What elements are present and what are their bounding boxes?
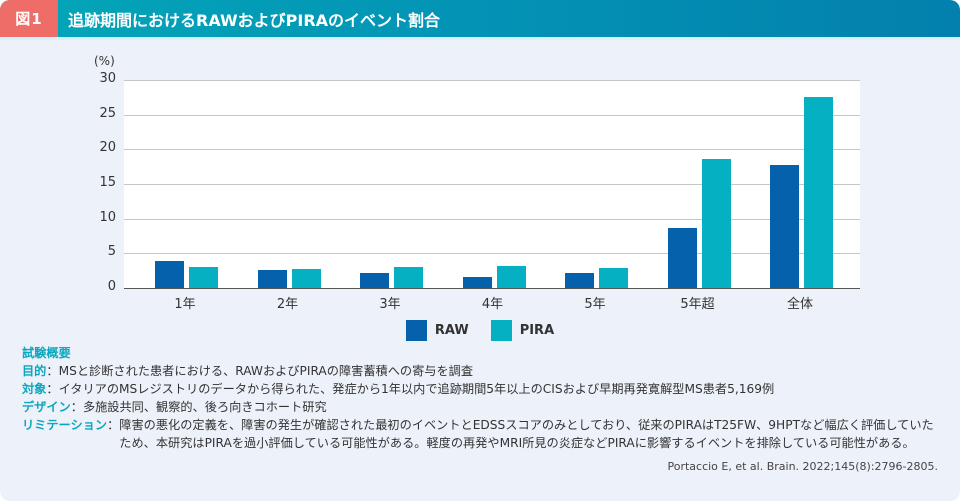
x-tick-label: 4年 — [481, 297, 504, 312]
row-separator: ： — [70, 400, 83, 414]
title-bar: 図1 追跡期間におけるRAWおよびPIRAのイベント割合 — [0, 0, 960, 37]
legend-item-raw: RAW — [405, 320, 469, 341]
bar-pira — [701, 159, 731, 288]
legend-label-pira: PIRA — [519, 323, 555, 338]
legend: RAW PIRA — [0, 320, 960, 341]
y-tick-label: 5 — [107, 244, 116, 260]
summary-row-design: デザイン：多施設共同、観察的、後ろ向きコホート研究 — [22, 398, 942, 416]
y-tick-label: 0 — [107, 279, 116, 294]
bar-pira — [496, 265, 526, 288]
bar-raw — [565, 273, 594, 288]
bar-pira — [599, 267, 628, 288]
gridline — [124, 184, 860, 185]
row-separator: ： — [46, 382, 59, 396]
bar-pira — [804, 96, 833, 288]
row-text: MSと診断された患者における、RAWおよびPIRAの障害蓄積への寄与を調査 — [58, 364, 474, 378]
row-label: 目的 — [22, 364, 47, 378]
gridline — [124, 149, 860, 151]
bar-pira — [291, 269, 321, 288]
bar-raw — [360, 273, 389, 288]
plot-area — [124, 80, 860, 289]
bar-chart: (%) 0 5 10 15 20 25 30 1年 2年 3年 4年 5年 5年超 全体 RAW PIR… — [0, 40, 960, 345]
legend-swatch-pira — [490, 320, 512, 341]
bar-raw — [155, 260, 184, 288]
x-tick-label: 1年 — [174, 297, 196, 312]
summary-heading: 試験概要 — [22, 346, 71, 360]
row-label: デザイン — [22, 400, 71, 414]
y-tick-label: 10 — [99, 209, 116, 225]
gridline — [124, 253, 860, 255]
bar-raw — [667, 227, 697, 288]
gridline — [124, 80, 860, 81]
x-tick-label: 3年 — [379, 297, 401, 312]
row-separator: ： — [107, 418, 120, 432]
x-tick-label: 全体 — [786, 297, 813, 312]
gridline — [124, 288, 860, 289]
row-text: 障害の悪化の定義を、障害の発生が確認された最初のイベントとEDSSスコアのみとし… — [119, 418, 934, 450]
y-tick-label: 30 — [99, 71, 116, 86]
y-tick-label: 25 — [99, 105, 116, 121]
bar-raw — [257, 269, 287, 288]
bar-raw — [770, 165, 799, 288]
y-tick-label: 20 — [99, 140, 116, 156]
summary-row-purpose: 目的： MSと診断された患者における、RAWおよびPIRAの障害蓄積への寄与を調査 — [22, 362, 942, 380]
bar-raw — [462, 276, 492, 288]
row-label: リミテーション — [22, 418, 108, 432]
row-text: イタリアのMSレジストリのデータから得られた、発症から1年以内で追跡期間5年以上… — [58, 382, 775, 396]
row-text: 多施設共同、観察的、後ろ向きコホート研究 — [82, 400, 327, 414]
title-divider — [0, 37, 960, 40]
citation: Portaccio E, et al. Brain. 2022;145(8):2… — [667, 460, 938, 473]
summary-row-subjects: 対象：イタリアのMSレジストリのデータから得られた、発症から1年以内で追跡期間5… — [22, 380, 942, 398]
figure-number-badge: 図1 — [0, 0, 58, 37]
x-tick-label: 2年 — [276, 297, 299, 312]
gridline — [124, 218, 860, 220]
x-tick-label: 5年超 — [680, 297, 715, 312]
row-label: 対象 — [22, 382, 47, 396]
y-tick-label: 15 — [99, 175, 116, 190]
gridline — [124, 114, 860, 116]
bar-pira — [189, 266, 218, 288]
legend-item-pira: PIRA — [490, 320, 555, 341]
bar-pira — [394, 267, 423, 288]
legend-label-raw: RAW — [434, 323, 469, 338]
row-separator: ： — [46, 364, 59, 378]
x-tick-label: 5年 — [584, 297, 606, 312]
study-summary: 試験概要 目的： MSと診断された患者における、RAWおよびPIRAの障害蓄積への… — [22, 344, 942, 452]
y-axis-unit: (%) — [94, 54, 115, 68]
figure-title: 追跡期間におけるRAWおよびPIRAのイベント割合 — [68, 10, 441, 30]
legend-swatch-raw — [405, 320, 427, 341]
summary-row-limitation: リミテーション：障害の悪化の定義を、障害の発生が確認された最初のイベントとEDS… — [22, 416, 942, 452]
